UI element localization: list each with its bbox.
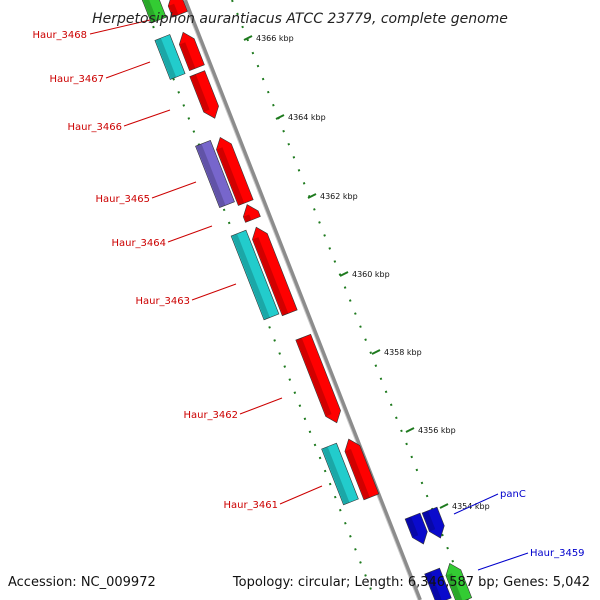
ruler-tick-label: 4364 kbp bbox=[288, 113, 326, 122]
feature-arrow-blue bbox=[421, 506, 445, 539]
gene-labels: Haur_3468 Haur_3467 Haur_3466 Haur_3465 Haur… bbox=[32, 19, 585, 571]
gene-label[interactable]: Haur_3463 bbox=[135, 296, 190, 307]
gene-leader-line bbox=[239, 397, 283, 415]
feature-arrow-red bbox=[242, 204, 261, 223]
feature-blue bbox=[424, 567, 452, 600]
feature-arrow-red-shade bbox=[345, 449, 370, 500]
gene-leader-line bbox=[279, 485, 323, 505]
feature-arrow-red bbox=[216, 136, 254, 206]
feature-green bbox=[141, 0, 167, 24]
feature-arrow-red-shade bbox=[180, 42, 196, 71]
summary-text: Topology: circular; Length: 6,346,587 bp… bbox=[232, 575, 590, 590]
accession-text: Accession: NC_009972 bbox=[8, 575, 156, 590]
ruler-tick bbox=[371, 349, 381, 355]
gene-label[interactable]: Haur_3464 bbox=[111, 238, 166, 249]
feature-track bbox=[141, 0, 473, 600]
feature-arrow-blue bbox=[404, 512, 428, 545]
gene-leader-line bbox=[453, 493, 499, 515]
feature-arrow-red bbox=[295, 333, 341, 424]
gene-leader-line bbox=[191, 283, 237, 301]
gene-leader-line bbox=[167, 225, 213, 243]
gene-leader-line bbox=[151, 181, 197, 199]
ruler-tick-label: 4356 kbp bbox=[418, 426, 456, 435]
feature-purple-shade bbox=[196, 143, 226, 208]
feature-arrow-red-shade bbox=[244, 214, 252, 223]
ruler-tick-label: 4358 kbp bbox=[384, 348, 422, 357]
feature-cyan-shade bbox=[155, 38, 177, 80]
ruler-tick bbox=[243, 35, 253, 41]
gene-label[interactable]: Haur_3466 bbox=[67, 122, 122, 133]
feature-arrow-blue-shade bbox=[422, 510, 436, 532]
feature-arrow-red-shade bbox=[190, 74, 210, 112]
feature-arrow-green bbox=[445, 562, 473, 600]
ruler-tick bbox=[339, 271, 349, 277]
backbone-highlight bbox=[182, 0, 419, 600]
gene-label[interactable]: Haur_3465 bbox=[95, 194, 150, 205]
gene-label[interactable]: Haur_3462 bbox=[183, 410, 238, 421]
gene-label[interactable]: Haur_3459 bbox=[530, 548, 585, 559]
map-title: Herpetosiphon aurantiacus ATCC 23779, co… bbox=[92, 11, 508, 27]
feature-arrow-red-shade bbox=[296, 337, 332, 417]
feature-cyan-shade bbox=[231, 233, 270, 320]
gene-leader-line bbox=[89, 19, 151, 35]
feature-cyan bbox=[321, 442, 359, 506]
ruler-tick-label: 4360 kbp bbox=[352, 270, 390, 279]
dotted-guides bbox=[142, 0, 469, 600]
gene-leader-line bbox=[477, 552, 529, 571]
feature-arrow-blue-shade bbox=[405, 516, 419, 538]
feature-arrow-red-shade bbox=[168, 3, 179, 17]
feature-arrow-red bbox=[344, 438, 380, 501]
feature-purple bbox=[195, 140, 235, 208]
feature-arrow-red-shade bbox=[253, 237, 289, 316]
backbone bbox=[182, 0, 422, 600]
gene-leader-line bbox=[123, 109, 171, 127]
feature-cyan-shade bbox=[322, 446, 350, 505]
gene-label[interactable]: panC bbox=[500, 489, 526, 500]
feature-blue-shade bbox=[425, 571, 442, 600]
ruler-tick bbox=[439, 503, 449, 509]
feature-cyan bbox=[230, 229, 280, 321]
dotted-guide-line bbox=[231, 0, 469, 600]
feature-arrow-red bbox=[167, 0, 188, 18]
feature-cyan bbox=[154, 34, 186, 80]
gene-label[interactable]: Haur_3461 bbox=[223, 500, 278, 511]
feature-arrow-green-shade bbox=[446, 573, 463, 600]
gene-leader-line bbox=[105, 61, 151, 79]
gene-label[interactable]: Haur_3467 bbox=[49, 74, 104, 85]
feature-green-shade bbox=[143, 0, 158, 23]
ruler-tick-label: 4362 kbp bbox=[320, 192, 358, 201]
backbone-line bbox=[183, 0, 422, 600]
feature-arrow-red bbox=[252, 226, 298, 317]
ruler-tick bbox=[275, 114, 285, 120]
ruler-tick-label: 4366 kbp bbox=[256, 34, 294, 43]
ruler-tick bbox=[405, 427, 415, 433]
feature-arrow-red bbox=[189, 70, 219, 119]
gene-label[interactable]: Haur_3468 bbox=[32, 30, 87, 41]
feature-arrow-red bbox=[178, 31, 205, 71]
feature-arrow-red-shade bbox=[217, 147, 245, 206]
ruler-tick bbox=[307, 193, 317, 199]
